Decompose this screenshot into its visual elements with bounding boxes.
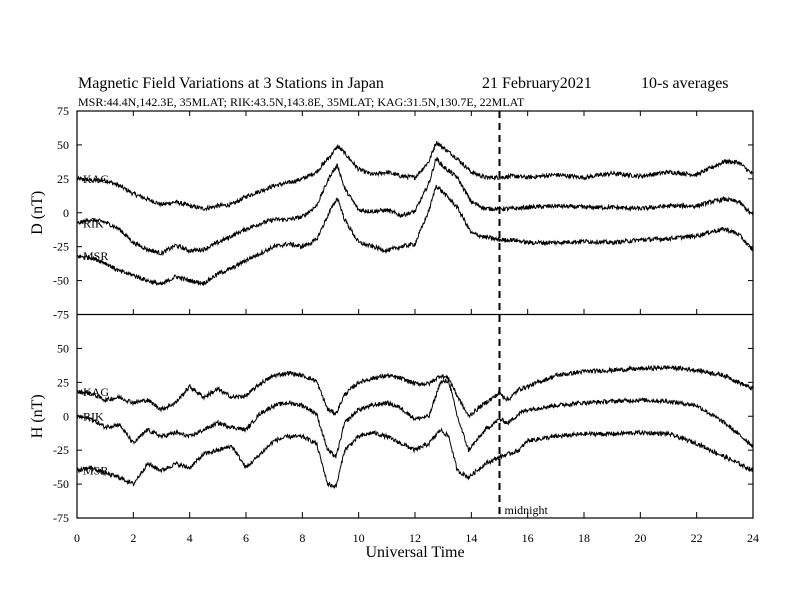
series-label-kag: KAG [83, 385, 109, 399]
series-label-kag: KAG [83, 172, 109, 186]
series-line-msr-D [76, 184, 754, 287]
x-tick-label: 14 [465, 531, 477, 545]
y-tick-label: 75 [57, 104, 69, 118]
x-tick-label: 16 [522, 531, 534, 545]
x-tick-label: 22 [691, 531, 703, 545]
x-tick-label: 24 [747, 531, 759, 545]
y-axis-label-H: H (nT) [29, 394, 46, 438]
x-axis-label: Universal Time [365, 544, 464, 561]
chart-averaging: 10-s averages [641, 75, 729, 92]
series-label-msr: MSR [83, 464, 108, 478]
x-tick-label: 12 [409, 531, 421, 545]
chart-subtitle: MSR:44.4N,142.3E, 35MLAT; RIK:43.5N,143.… [78, 95, 525, 109]
series-label-rik: RIK [83, 409, 104, 423]
panel-H: 50 25 0 -25 -50 -75 H (nT) KAG RIK MSR [29, 314, 754, 525]
y-tick-label: 0 [63, 206, 69, 220]
series-line-kag-D [76, 140, 754, 212]
x-tick-label: 20 [634, 531, 646, 545]
series-label-rik: RIK [83, 217, 104, 231]
y-tick-label: 0 [63, 409, 69, 423]
y-tick-label: 50 [57, 138, 69, 152]
series-line-rik-D [76, 156, 754, 257]
x-tick-label: 6 [243, 531, 249, 545]
chart-date: 21 February2021 [482, 75, 592, 92]
panel-D: 75 50 25 0 -25 -50 -75 D (nT) KAG RIK MSR [29, 104, 754, 322]
chart-title: Magnetic Field Variations at 3 Stations … [78, 75, 384, 92]
x-tick-label: 0 [74, 531, 80, 545]
y-tick-label: 25 [57, 172, 69, 186]
y-tick-label: -75 [53, 511, 69, 525]
x-tick-label: 18 [578, 531, 590, 545]
series-label-msr: MSR [83, 249, 108, 263]
series-line-msr-H [76, 427, 754, 489]
y-tick-label: -50 [53, 477, 69, 491]
y-tick-label: 50 [57, 341, 69, 355]
y-tick-label: -25 [53, 443, 69, 457]
x-tick-label: 10 [353, 531, 365, 545]
midnight-label: midnight [505, 503, 549, 517]
y-tick-label: -50 [53, 274, 69, 288]
y-tick-label: -75 [53, 308, 69, 322]
x-tick-label: 8 [299, 531, 305, 545]
series-line-rik-H [76, 378, 754, 459]
x-tick-label: 2 [130, 531, 136, 545]
series-line-kag-H [76, 364, 754, 419]
y-axis-label-D: D (nT) [29, 191, 46, 235]
x-tick-label: 4 [187, 531, 193, 545]
y-tick-label: -25 [53, 240, 69, 254]
y-tick-label: 25 [57, 375, 69, 389]
